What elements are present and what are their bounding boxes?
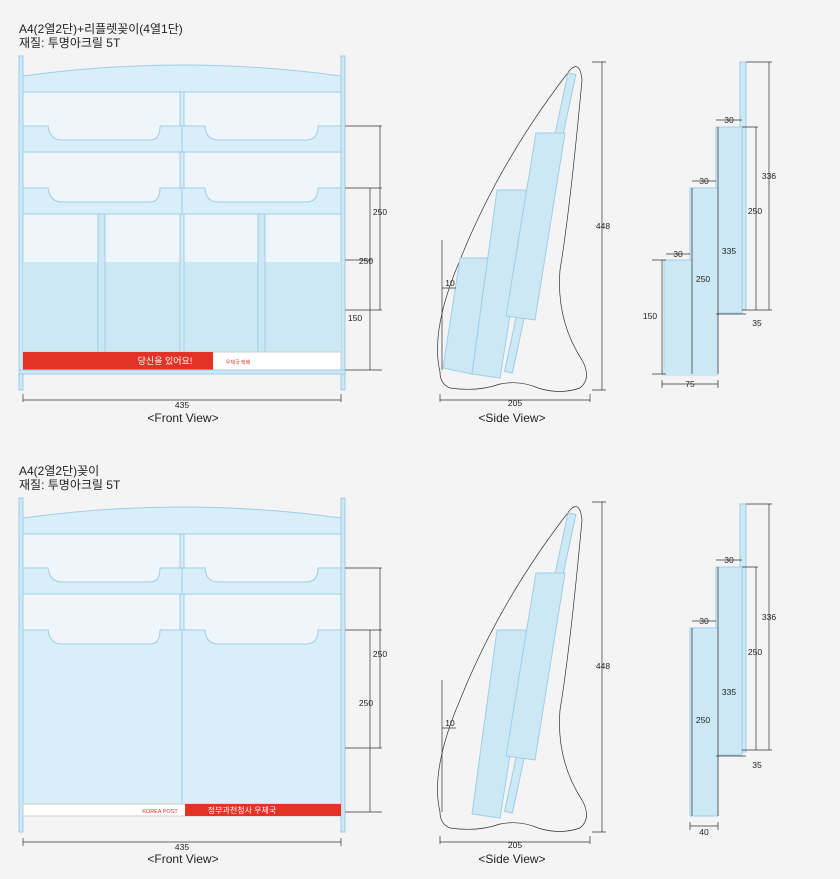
s2-detail-b1: 35 [752, 760, 762, 770]
s2-front-width: 435 [175, 842, 189, 852]
section1-title: A4(2열2단)+리플렛꽂이(4열1단) 재질: 투명아크릴 5T [19, 22, 183, 50]
section1-detail-view: 336 250 335 250 150 30 30 30 35 75 [643, 61, 776, 389]
pocket-mid-left [22, 187, 183, 215]
section1-side-view: 448 205 10 [437, 61, 610, 408]
s1-detail-h4: 250 [696, 274, 710, 284]
section2-title: A4(2열2단)꽂이 재질: 투명아크릴 5T [19, 464, 120, 492]
s1-detail-h1: 336 [762, 171, 776, 181]
s2-detail-h2: 250 [748, 647, 762, 657]
s1-detail-b1: 35 [752, 318, 762, 328]
s2-detail-h3: 335 [722, 687, 736, 697]
pocket-top-right [181, 125, 342, 153]
section1-side-caption: <Side View> [478, 411, 546, 425]
s1-detail-t1: 30 [724, 115, 734, 125]
pocket-top-left [22, 125, 183, 153]
right-post [340, 55, 346, 391]
s1-detail-h5: 150 [643, 311, 657, 321]
section2-title-text: A4(2열2단)꽂이 [19, 464, 100, 478]
section2-front-caption: <Front View> [147, 852, 219, 866]
banner-red-2 [185, 804, 341, 816]
section1-title-text: A4(2열2단)+리플렛꽂이(4열1단) [19, 22, 183, 36]
top-arch [22, 64, 342, 93]
section2-banner-text: 정부과천청사 우체국 [208, 805, 276, 815]
section1-material: 재질: 투명아크릴 5T [19, 36, 121, 50]
s2-front-d2: 250 [359, 698, 373, 708]
pocket-mid-right [181, 187, 342, 215]
section1-banner-text: 당신을 있어요! [138, 355, 193, 366]
section2-material: 재질: 투명아크릴 5T [19, 478, 121, 492]
banner-red [23, 352, 213, 370]
s1-front-d3: 150 [348, 313, 362, 323]
s2-side-width: 205 [508, 840, 522, 850]
s1-side-height: 448 [596, 221, 610, 231]
s1-front-d1: 250 [373, 207, 387, 217]
s1-detail-t2: 30 [699, 176, 709, 186]
s2-detail-h1: 336 [762, 612, 776, 622]
section1-front-caption: <Front View> [147, 411, 219, 425]
side-pocket-3 [505, 132, 566, 321]
s1-front-d2: 250 [359, 256, 373, 266]
s2-detail-t1: 30 [724, 555, 734, 565]
s2-front-d1: 250 [373, 649, 387, 659]
s2-detail-t2: 30 [699, 616, 709, 626]
s1-detail-t3: 30 [673, 249, 683, 259]
s2-detail-h4: 250 [696, 715, 710, 725]
s2-detail-b2: 40 [699, 827, 709, 837]
s2-side-small: 10 [445, 718, 455, 728]
section2-banner-logo: KOREA POST [142, 809, 178, 815]
section2-side-view: 448 205 10 [437, 501, 610, 850]
s1-side-small: 10 [445, 278, 455, 288]
s1-detail-h3: 335 [722, 246, 736, 256]
section2-front-view: KOREA POST 정부과천청사 우체국 435 250 250 [18, 497, 387, 852]
section1-banner-logo: 우체국 택배 [226, 359, 251, 366]
s2-side-height: 448 [596, 661, 610, 671]
section1-front-view: 당신을 있어요! 우체국 택배 435 250 250 150 [18, 55, 387, 410]
s1-side-width: 205 [508, 398, 522, 408]
section2-detail-view: 336 250 335 250 30 30 35 40 [689, 503, 776, 837]
s1-front-width: 435 [175, 400, 189, 410]
section2-side-caption: <Side View> [478, 852, 546, 866]
s1-detail-h2: 250 [748, 206, 762, 216]
left-post [18, 55, 24, 391]
s1-detail-b2: 75 [685, 379, 695, 389]
